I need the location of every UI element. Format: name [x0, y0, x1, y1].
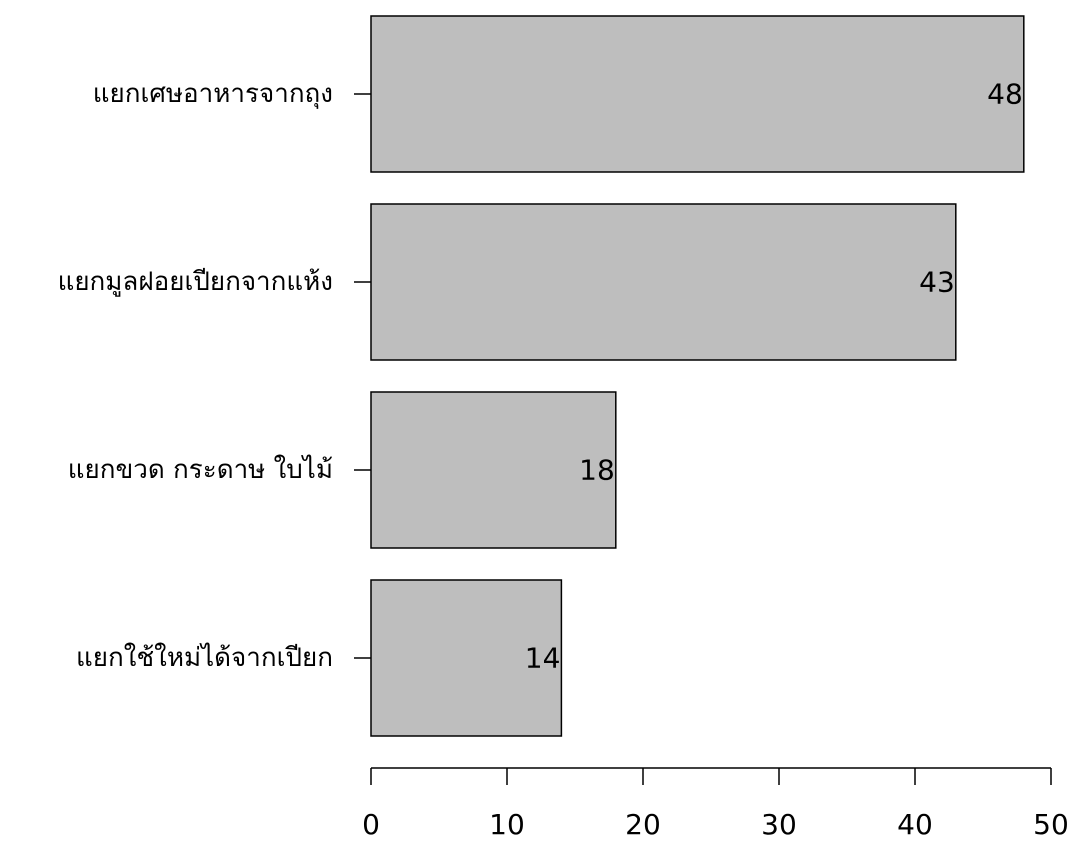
- value-tick-label-1: 10: [489, 808, 525, 841]
- bar-1: [370, 203, 957, 361]
- value-tick-label-5: 50: [1033, 808, 1069, 841]
- bar-0: [370, 15, 1025, 173]
- value-tick-label-2: 20: [625, 808, 661, 841]
- category-axis: แยกเศษอาหารจากถุงแยกมูลฝอยเปียกจากแห้งแย…: [58, 79, 371, 673]
- category-label-3: แยกใช้ใหม่ได้จากเปียก: [76, 642, 333, 673]
- value-tick-label-0: 0: [362, 808, 380, 841]
- bar-value-label-3: 14: [525, 642, 561, 675]
- bars-group: 48 43 18 14: [370, 15, 1025, 737]
- value-axis: 0 10 20 30 40 50: [362, 767, 1069, 841]
- category-label-0: แยกเศษอาหารจากถุง: [93, 79, 333, 109]
- bar-value-label-2: 18: [579, 454, 615, 487]
- category-label-2: แยกขวด กระดาษ ใบไม้: [68, 454, 333, 485]
- value-tick-label-3: 30: [761, 808, 797, 841]
- bar-2: [370, 391, 617, 549]
- bar-value-label-1: 43: [919, 266, 955, 299]
- bar-value-label-0: 48: [987, 78, 1023, 111]
- value-tick-label-4: 40: [897, 808, 933, 841]
- category-label-1: แยกมูลฝอยเปียกจากแห้ง: [58, 267, 333, 297]
- bar-3: [370, 579, 563, 737]
